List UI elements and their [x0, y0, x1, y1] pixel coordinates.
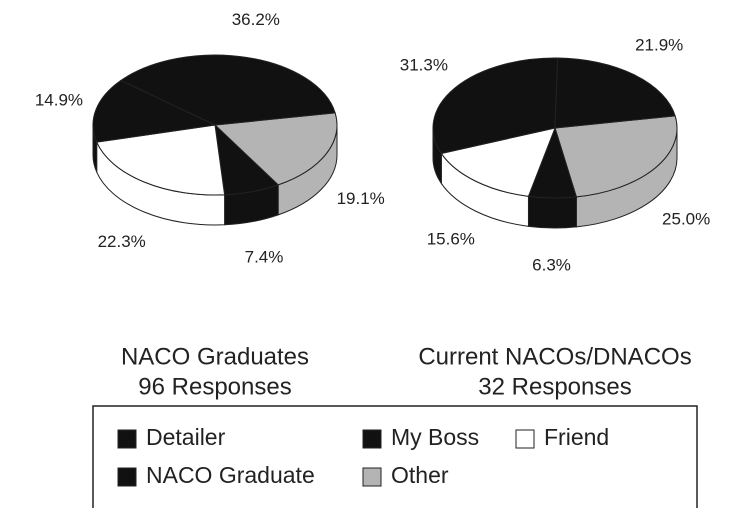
value-label: 25.0% [662, 209, 710, 228]
legend-label: Detailer [146, 424, 226, 450]
slice [554, 115, 678, 198]
legend-swatch [362, 467, 382, 487]
value-label: 7.4% [245, 247, 284, 266]
legend-label: Other [391, 462, 449, 488]
legend-label: My Boss [391, 424, 479, 450]
legend-swatch [515, 429, 535, 449]
slice [432, 57, 559, 155]
legend-swatch [362, 429, 382, 449]
legend-label: NACO Graduate [146, 462, 315, 488]
value-label: 6.3% [532, 255, 571, 274]
slice [213, 112, 338, 186]
legend-swatch [117, 429, 137, 449]
chart-subtitle: 32 Responses [478, 373, 631, 400]
value-label: 19.1% [337, 189, 385, 208]
legend-box [92, 405, 698, 508]
slice-side [527, 195, 577, 229]
slice [440, 127, 556, 197]
slice [119, 54, 336, 126]
chart-title: NACO Graduates [121, 343, 309, 370]
value-label: 22.3% [98, 232, 146, 251]
value-label: 21.9% [635, 36, 683, 55]
chart-title: Current NACOs/DNACOs [418, 343, 691, 370]
value-label: 36.2% [232, 10, 280, 29]
legend-label: Friend [544, 424, 609, 450]
slice [95, 124, 226, 196]
chart-subtitle: 96 Responses [138, 373, 291, 400]
value-label: 31.3% [400, 56, 448, 75]
legend-swatch [117, 467, 137, 487]
slice [92, 79, 217, 143]
slice [554, 57, 676, 129]
value-label: 15.6% [427, 229, 475, 248]
value-label: 14.9% [35, 91, 83, 110]
